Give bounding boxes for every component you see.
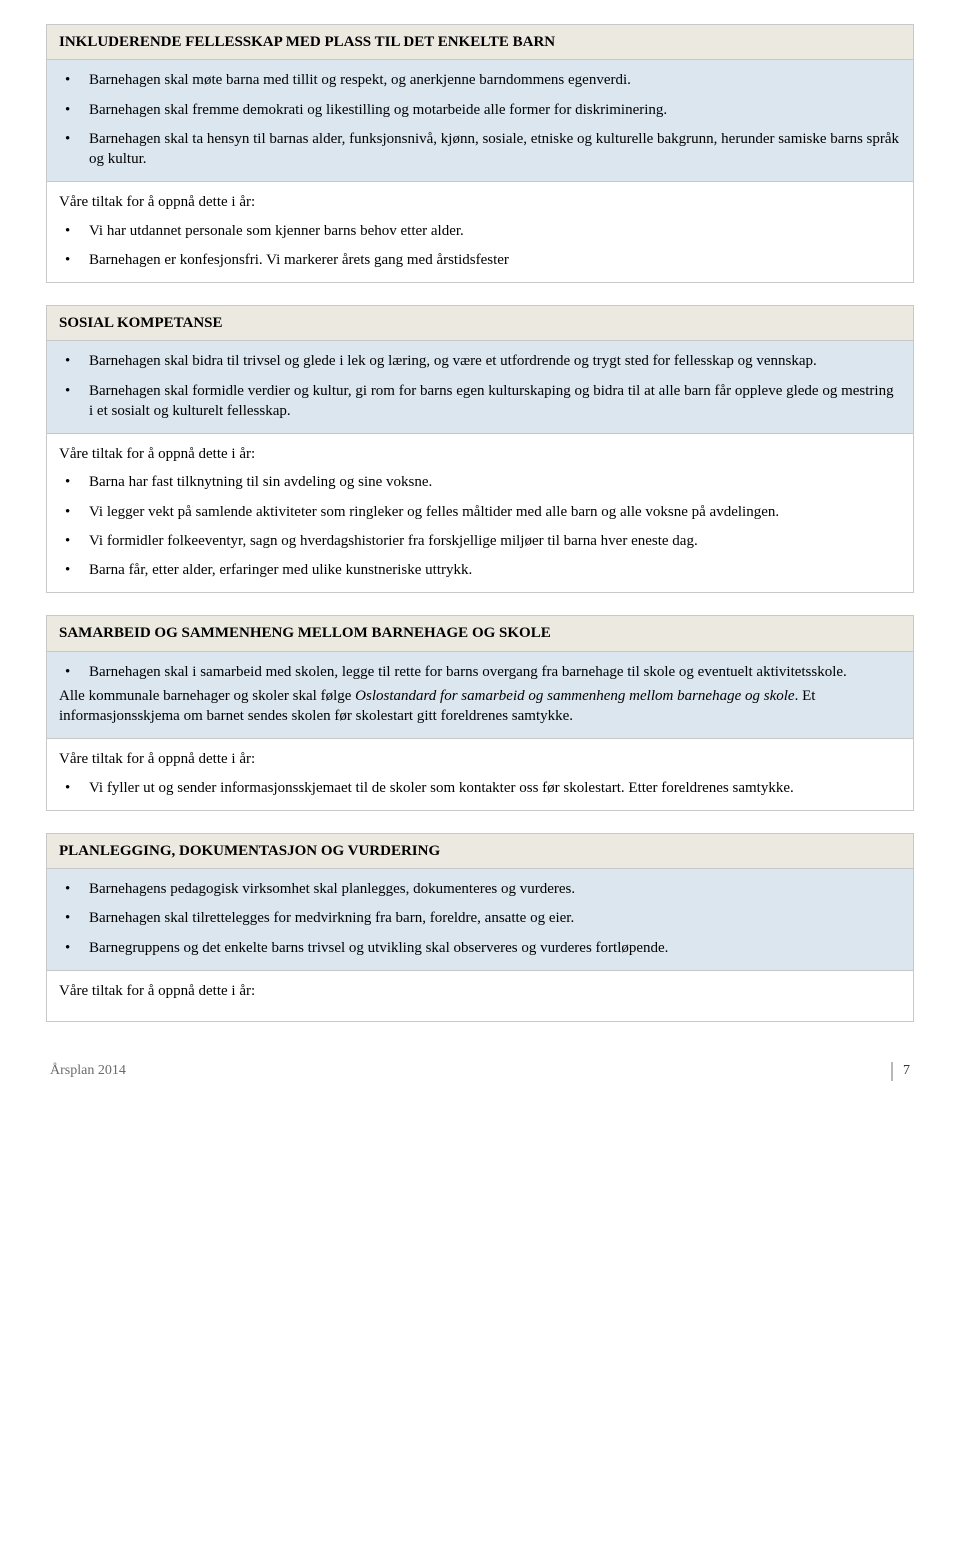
section-sosial: SOSIAL KOMPETANSE Barnehagen skal bidra …	[46, 305, 914, 593]
section-inkluderende: INKLUDERENDE FELLESSKAP MED PLASS TIL DE…	[46, 24, 914, 283]
intro-list: Barnehagen skal bidra til trivsel og gle…	[59, 351, 901, 421]
tiltak-block: Våre tiltak for å oppnå dette i år: Vi f…	[47, 739, 913, 810]
intro-paragraph: Alle kommunale barnehager og skoler skal…	[59, 686, 901, 727]
section-planlegging: PLANLEGGING, DOKUMENTASJON OG VURDERING …	[46, 833, 914, 1022]
section-title: PLANLEGGING, DOKUMENTASJON OG VURDERING	[47, 834, 913, 869]
list-item: Barnehagen skal bidra til trivsel og gle…	[87, 351, 901, 371]
intro-list: Barnehagen skal i samarbeid med skolen, …	[59, 662, 901, 682]
section-title: SAMARBEID OG SAMMENHENG MELLOM BARNEHAGE…	[47, 616, 913, 651]
page-number: 7	[891, 1062, 910, 1081]
tiltak-label: Våre tiltak for å oppnå dette i år:	[59, 981, 901, 1001]
tiltak-block: Våre tiltak for å oppnå dette i år:	[47, 971, 913, 1021]
para-prefix: Alle kommunale barnehager og skoler skal…	[59, 688, 355, 704]
list-item: Vi formidler folkeeventyr, sagn og hverd…	[87, 531, 901, 551]
intro-block: Barnehagen skal i samarbeid med skolen, …	[47, 652, 913, 740]
tiltak-list: Vi har utdannet personale som kjenner ba…	[59, 221, 901, 271]
list-item: Barnehagen skal formidle verdier og kult…	[87, 381, 901, 422]
section-samarbeid: SAMARBEID OG SAMMENHENG MELLOM BARNEHAGE…	[46, 615, 914, 811]
list-item: Barnehagens pedagogisk virksomhet skal p…	[87, 879, 901, 899]
list-item: Vi fyller ut og sender informasjonsskjem…	[87, 778, 901, 798]
footer-left: Årsplan 2014	[50, 1062, 126, 1081]
list-item: Barnehagen skal i samarbeid med skolen, …	[87, 662, 901, 682]
list-item: Barna får, etter alder, erfaringer med u…	[87, 560, 901, 580]
list-item: Vi legger vekt på samlende aktiviteter s…	[87, 502, 901, 522]
section-title: INKLUDERENDE FELLESSKAP MED PLASS TIL DE…	[47, 25, 913, 60]
list-item: Barna har fast tilknytning til sin avdel…	[87, 472, 901, 492]
intro-list: Barnehagens pedagogisk virksomhet skal p…	[59, 879, 901, 958]
tiltak-label: Våre tiltak for å oppnå dette i år:	[59, 749, 901, 769]
tiltak-block: Våre tiltak for å oppnå dette i år: Vi h…	[47, 182, 913, 282]
tiltak-block: Våre tiltak for å oppnå dette i år: Barn…	[47, 434, 913, 592]
tiltak-label: Våre tiltak for å oppnå dette i år:	[59, 444, 901, 464]
tiltak-list: Vi fyller ut og sender informasjonsskjem…	[59, 778, 901, 798]
list-item: Vi har utdannet personale som kjenner ba…	[87, 221, 901, 241]
para-italic: Oslostandard for samarbeid og sammenheng…	[355, 688, 794, 704]
list-item: Barnehagen er konfesjonsfri. Vi markerer…	[87, 250, 901, 270]
list-item: Barnehagen skal tilrettelegges for medvi…	[87, 908, 901, 928]
list-item: Barnehagen skal ta hensyn til barnas ald…	[87, 129, 901, 170]
list-item: Barnehagen skal fremme demokrati og like…	[87, 100, 901, 120]
section-title: SOSIAL KOMPETANSE	[47, 306, 913, 341]
intro-block: Barnehagen skal møte barna med tillit og…	[47, 60, 913, 182]
tiltak-list: Barna har fast tilknytning til sin avdel…	[59, 472, 901, 580]
intro-list: Barnehagen skal møte barna med tillit og…	[59, 70, 901, 169]
list-item: Barnehagen skal møte barna med tillit og…	[87, 70, 901, 90]
intro-block: Barnehagen skal bidra til trivsel og gle…	[47, 341, 913, 434]
list-item: Barnegruppens og det enkelte barns trivs…	[87, 938, 901, 958]
intro-block: Barnehagens pedagogisk virksomhet skal p…	[47, 869, 913, 971]
page-footer: Årsplan 2014 7	[46, 1062, 914, 1081]
tiltak-label: Våre tiltak for å oppnå dette i år:	[59, 192, 901, 212]
